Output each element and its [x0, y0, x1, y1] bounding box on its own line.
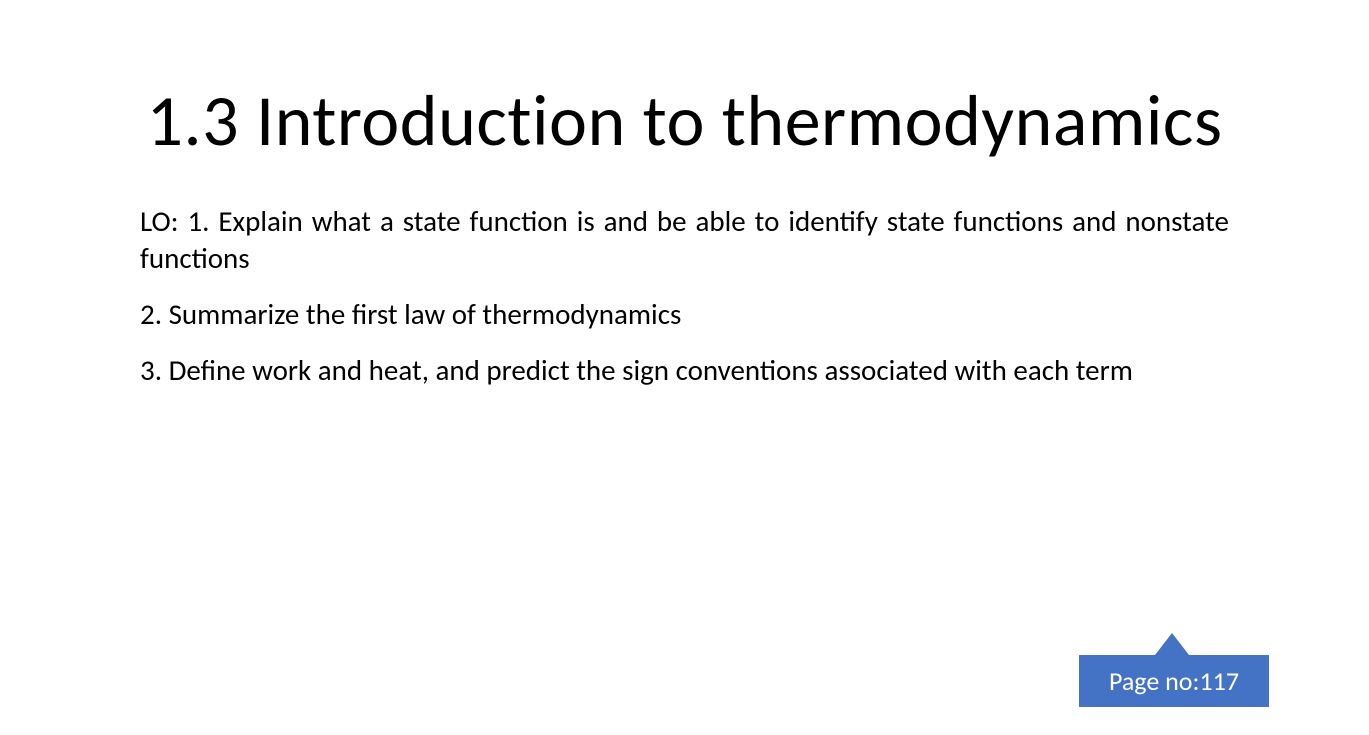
arrow-up-icon [1155, 633, 1189, 655]
page-number-callout: Page no:117 [1079, 633, 1269, 707]
page-number-box: Page no:117 [1079, 655, 1269, 707]
slide-title: 1.3 Introduction to thermodynamics [140, 80, 1229, 163]
learning-objective-2: 2. Summarize the first law of thermodyna… [140, 296, 1229, 334]
learning-objective-1: LO: 1. Explain what a state function is … [140, 203, 1229, 278]
slide-content: 1.3 Introduction to thermodynamics LO: 1… [0, 0, 1369, 735]
learning-objective-3: 3. Define work and heat, and predict the… [140, 352, 1229, 390]
